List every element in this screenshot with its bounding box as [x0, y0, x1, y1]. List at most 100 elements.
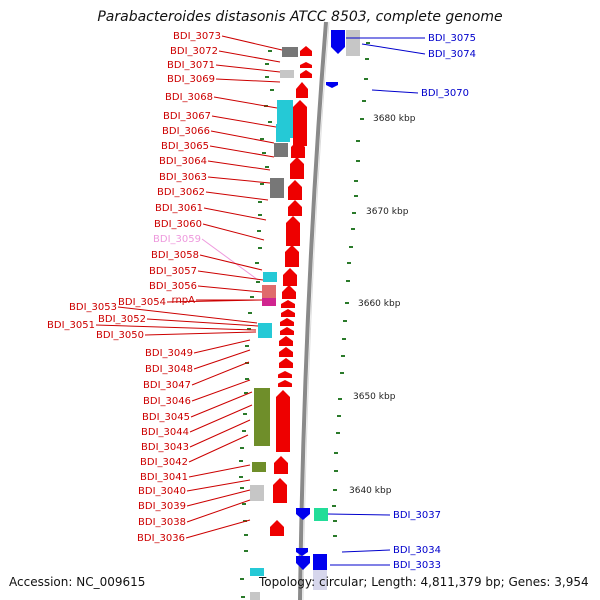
feature-block: [280, 70, 294, 78]
forward-gene-arrow: [279, 358, 293, 368]
feature-block: [314, 508, 328, 521]
gc-tick: [255, 262, 259, 264]
gc-tick: [241, 596, 245, 598]
leader-line: [199, 254, 263, 271]
gc-tick: [250, 296, 254, 298]
gene-label: BDI_3069: [167, 74, 215, 85]
leader-line: [341, 549, 391, 553]
gc-tick: [352, 212, 356, 214]
gc-tick: [342, 338, 346, 340]
gc-tick: [247, 328, 251, 330]
gc-tick: [265, 63, 269, 65]
gc-tick: [343, 320, 347, 322]
gene-label: BDI_3051: [47, 320, 95, 331]
leader-line: [207, 160, 271, 171]
leader-line: [215, 64, 281, 73]
gc-tick: [354, 180, 358, 182]
gene-label: BDI_3072: [170, 46, 218, 57]
gc-tick: [365, 58, 369, 60]
forward-gene-arrow: [278, 380, 292, 387]
gene-label: rnpA: [172, 295, 196, 306]
forward-gene-arrow: [291, 140, 305, 158]
gene-label: BDI_3044: [141, 427, 189, 438]
gc-tick: [356, 160, 360, 162]
gc-tick: [341, 355, 345, 357]
gc-tick: [333, 489, 337, 491]
leader-line: [186, 479, 251, 492]
gc-tick: [334, 470, 338, 472]
gc-tick: [345, 302, 349, 304]
forward-gene-arrow: [279, 347, 293, 357]
gene-label: BDI_3037: [393, 510, 441, 521]
gc-tick: [360, 118, 364, 120]
gc-tick: [260, 183, 264, 185]
gene-label: BDI_3038: [138, 517, 186, 528]
feature-block: [262, 298, 276, 306]
forward-gene-arrow: [300, 70, 312, 78]
scale-label: 3670 kbp: [366, 207, 409, 217]
accession-text: Accession: NC_009615: [9, 575, 146, 589]
leader-line: [197, 270, 264, 281]
gene-label: BDI_3049: [145, 348, 193, 359]
scale-label: 3640 kbp: [349, 486, 392, 496]
gene-label: BDI_3062: [157, 187, 205, 198]
gc-tick: [337, 415, 341, 417]
genome-summary-text: Topology: circular; Length: 4,811,379 bp…: [259, 575, 589, 589]
gene-label: BDI_3043: [141, 442, 189, 453]
feature-block: [270, 178, 284, 198]
leader-line: [197, 285, 263, 293]
gc-tick: [356, 140, 360, 142]
gc-tick: [240, 487, 244, 489]
gc-tick: [243, 413, 247, 415]
gc-tick: [244, 392, 248, 394]
forward-gene-arrow: [286, 216, 300, 246]
gc-tick: [242, 430, 246, 432]
gene-label: BDI_3074: [428, 49, 476, 60]
feature-block: [252, 462, 266, 472]
gene-label: BDI_3065: [161, 141, 209, 152]
reverse-gene-arrow: [296, 508, 310, 520]
leader-line: [201, 238, 259, 281]
gc-tick: [338, 398, 342, 400]
gc-tick: [265, 166, 269, 168]
gene-label: BDI_3068: [165, 92, 213, 103]
gene-label: BDI_3059: [153, 234, 201, 245]
leader-line: [193, 349, 251, 370]
gc-tick: [260, 138, 264, 140]
scale-label: 3650 kbp: [353, 392, 396, 402]
leader-line: [193, 339, 251, 354]
forward-gene-arrow: [300, 46, 312, 56]
forward-gene-arrow: [270, 520, 284, 536]
forward-gene-arrow: [279, 336, 293, 346]
gene-label: BDI_3075: [428, 33, 476, 44]
reverse-gene-block: [313, 554, 327, 570]
feature-block: [258, 323, 272, 338]
leader-line: [188, 434, 249, 463]
leader-line: [117, 306, 258, 324]
forward-gene-arrow: [285, 245, 299, 267]
leader-line: [185, 519, 251, 539]
gc-tick: [240, 578, 244, 580]
gene-label: BDI_3066: [162, 126, 210, 137]
gc-tick: [245, 345, 249, 347]
gc-tick: [270, 89, 274, 91]
gc-tick: [333, 535, 337, 537]
gc-tick: [258, 247, 262, 249]
leader-line: [188, 464, 251, 478]
reverse-gene-arrow: [296, 548, 308, 556]
forward-gene-arrow: [290, 157, 304, 179]
gc-tick: [346, 280, 350, 282]
leader-line: [202, 223, 265, 241]
leader-line: [95, 324, 257, 331]
leader-line: [209, 145, 275, 158]
leader-line: [221, 35, 283, 51]
leader-line: [218, 50, 281, 63]
forward-gene-arrow: [280, 318, 294, 326]
gene-label: BDI_3048: [145, 364, 193, 375]
gene-label: BDI_3067: [163, 111, 211, 122]
leader-line: [211, 115, 277, 128]
gene-label: BDI_3057: [149, 266, 197, 277]
forward-gene-arrow: [293, 124, 307, 146]
gene-label: BDI_3053: [69, 302, 117, 313]
